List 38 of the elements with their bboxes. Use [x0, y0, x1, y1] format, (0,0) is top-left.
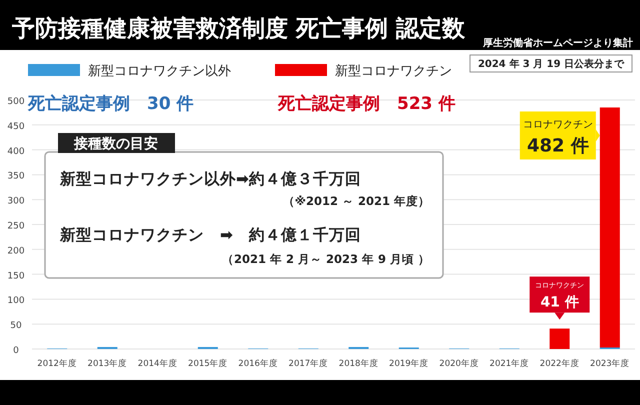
annotation: 死亡認定事例 30 件 — [27, 94, 194, 114]
x-tick-label: 2023年度 — [590, 358, 630, 369]
annotation: 新型コロナワクチン ➡ 約４億１千万回 — [59, 226, 361, 244]
legend-label: 新型コロナワクチン以外 — [88, 64, 231, 79]
text: 2024 年 3 月 19 日公表分まで — [478, 58, 626, 70]
y-tick-label: 150 — [7, 271, 25, 282]
annotation: （※2012 ～ 2021 年度） — [282, 194, 430, 208]
x-tick-label: 2014年度 — [138, 358, 178, 369]
x-tick-label: 2020年度 — [439, 358, 479, 369]
y-tick-label: 350 — [7, 172, 25, 182]
annotation: 新型コロナワクチン以外➡約４億３千万回 — [59, 170, 361, 188]
bar — [600, 107, 620, 348]
legend-label: 新型コロナワクチン — [335, 64, 452, 79]
y-tick-label: 450 — [7, 122, 25, 132]
y-tick-label: 50 — [10, 321, 22, 332]
x-tick-label: 2019年度 — [389, 358, 429, 369]
y-tick-label: 200 — [7, 246, 25, 256]
annotation: 死亡認定事例 523 件 — [277, 94, 456, 114]
x-tick-label: 2021年度 — [490, 358, 530, 369]
annotation: （2021 年 2 月～ 2023 年 9 月頃 ） — [222, 252, 430, 266]
data-label: コロナワクチン 482 件 — [522, 119, 593, 156]
y-tick-label: 0 — [13, 346, 20, 356]
x-tick-label: 2018年度 — [338, 358, 378, 369]
annotation: 接種数の目安 — [73, 135, 158, 152]
y-tick-label: 300 — [7, 196, 25, 207]
x-tick-label: 2015年度 — [188, 358, 228, 369]
chart-title: 予防接種健康被害救済制度 死亡事例 認定数 — [11, 15, 466, 42]
y-tick-label: 250 — [7, 222, 25, 232]
y-tick-label: 400 — [7, 146, 25, 157]
bar — [550, 328, 570, 349]
x-tick-label: 2017年度 — [288, 358, 328, 369]
y-tick-label: 100 — [7, 296, 25, 306]
y-tick-label: 500 — [7, 97, 25, 107]
x-tick-label: 2016年度 — [238, 358, 278, 369]
x-tick-label: 2013年度 — [88, 358, 128, 369]
x-tick-label: 2012年度 — [37, 358, 77, 369]
x-tick-label: 2022年度 — [540, 358, 580, 369]
text: 厚生労働省ホームページより集計 — [482, 37, 633, 49]
